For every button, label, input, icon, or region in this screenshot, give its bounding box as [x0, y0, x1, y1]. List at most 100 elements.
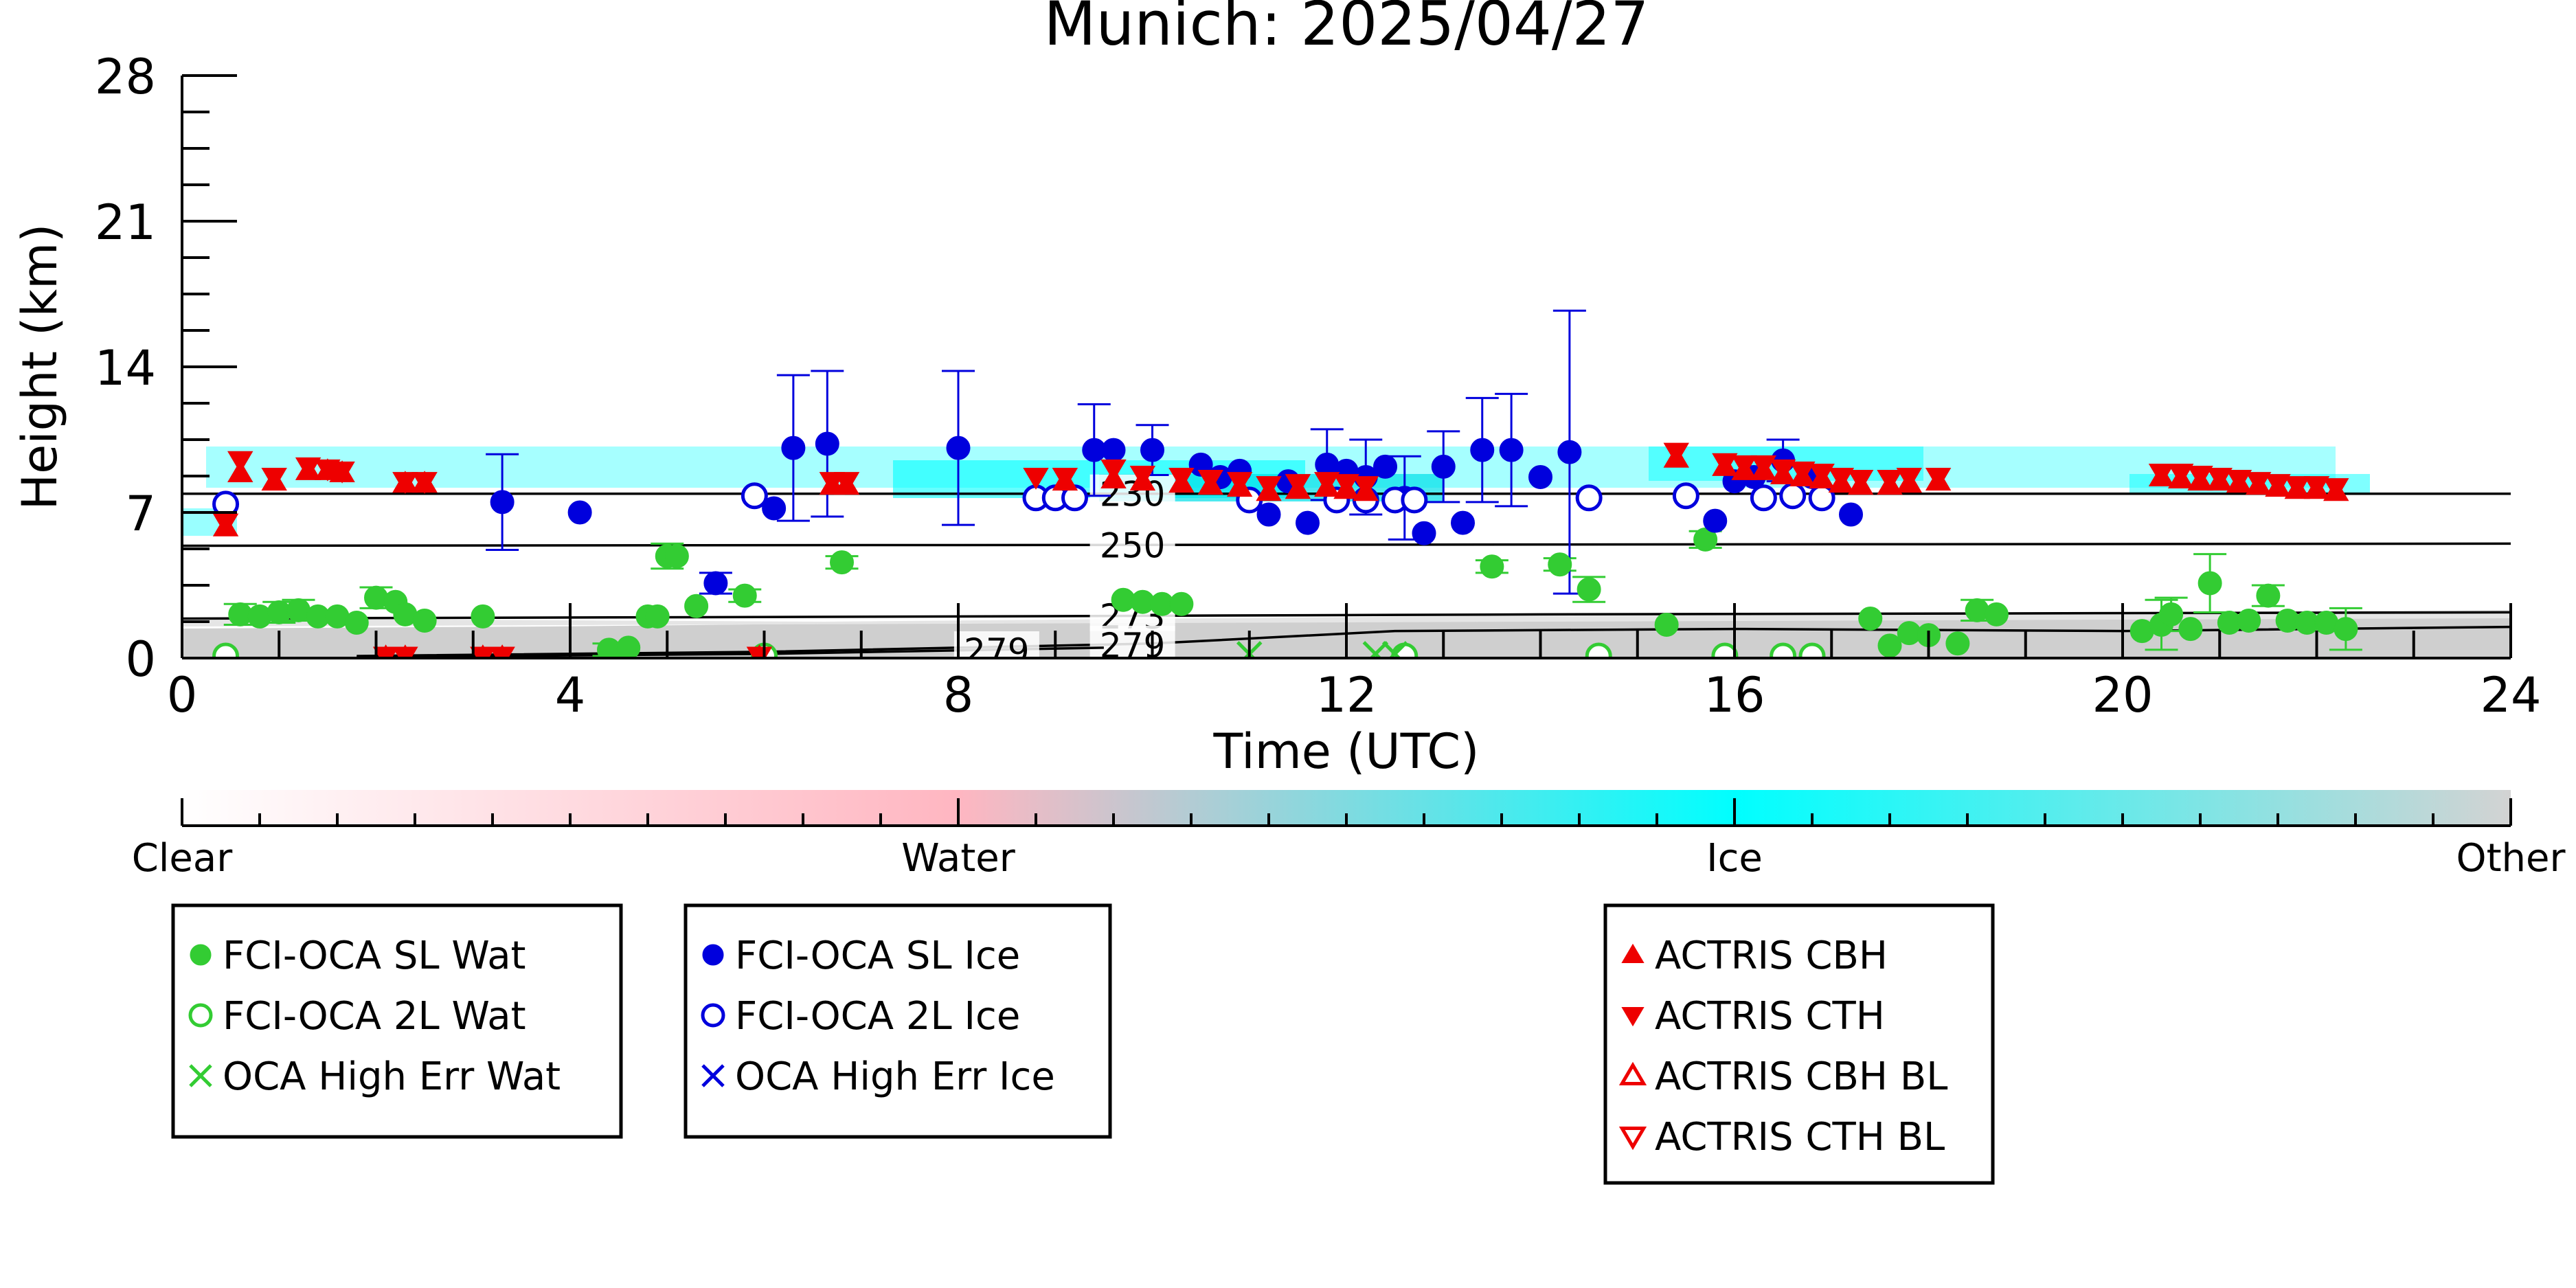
- fci-oca-sl-wat-point: [684, 594, 709, 618]
- legend-label: OCA High Err Wat: [223, 1054, 561, 1099]
- classification-colorbar: Clear Water Ice Other: [132, 790, 2566, 881]
- oca-high-err-wat-point: [1381, 641, 1408, 658]
- contour-label: 279: [964, 631, 1029, 671]
- fci-oca-sl-ice-point: [1412, 521, 1436, 545]
- fci-oca-sl-ice-point: [1470, 438, 1495, 462]
- legend-label: FCI-OCA 2L Wat: [223, 994, 526, 1039]
- fci-oca-sl-ice-point: [1703, 508, 1728, 533]
- actris-cth-point: [1285, 474, 1311, 496]
- legend-entry: OCA High Err Wat: [189, 1054, 561, 1099]
- actris-cth-point: [1256, 476, 1282, 498]
- actris-cth-point: [1129, 465, 1156, 488]
- actris-cth-point: [2168, 463, 2194, 486]
- fci-oca-2l-ice-point: [1808, 484, 1835, 512]
- legend-box: FCI-OCA SL Wat FCI-OCA 2L Wat OCA High Err…: [171, 903, 623, 1139]
- chart-title: Munich: 2025/04/27: [1044, 0, 1649, 59]
- oca-high-err-wat-point-stroke: [1388, 641, 1408, 658]
- fci-oca-2l-ice-point: [741, 482, 768, 510]
- legend-label: ACTRIS CBH: [1655, 934, 1888, 978]
- fci-oca-sl-ice-point: [1140, 438, 1164, 462]
- legend-label: FCI-OCA 2L Ice: [735, 994, 1020, 1039]
- actris-cth-point: [2265, 474, 2291, 496]
- x-ticks: 0 4 8 12 16 20 24: [167, 603, 2542, 723]
- fci-oca-sl-ice-point: [703, 571, 728, 596]
- actris-cth-point: [1828, 468, 1855, 490]
- fci-oca-2l-wat-point: [212, 642, 240, 658]
- actris-cth-point: [2284, 476, 2310, 498]
- x-tick-label: 4: [555, 667, 586, 723]
- fci-oca-sl-wat-point: [1984, 602, 2009, 626]
- contour-label: 250: [1100, 526, 1165, 565]
- fci-oca-2l-ice-point: [1779, 482, 1807, 510]
- fci-oca-sl-wat-point: [1654, 613, 1679, 637]
- legend-marker: [701, 1003, 725, 1028]
- actris-cth-point: [2206, 468, 2233, 490]
- actris-cth-point: [411, 472, 438, 494]
- fci-oca-sl-ice-point: [1256, 502, 1281, 527]
- actris-cth-point: [2323, 478, 2349, 500]
- legend-frame: [683, 903, 1112, 1139]
- legend-entry: FCI-OCA 2L Ice: [701, 994, 1020, 1039]
- actris-cth-point: [1226, 472, 1253, 494]
- actris-cth-point: [392, 472, 418, 494]
- actris-cth-point: [1353, 476, 1379, 498]
- fci-oca-sl-ice-point: [781, 436, 806, 460]
- fci-oca-sl-wat-point: [1945, 631, 1970, 656]
- fci-oca-sl-ice-point: [1557, 440, 1582, 464]
- legend-marker: [702, 944, 724, 966]
- contour-label-bg: [1089, 625, 1175, 658]
- legend-label: ACTRIS CTH BL: [1655, 1115, 1945, 1160]
- legend-marker: [1621, 943, 1645, 963]
- actris-cth-point: [2303, 476, 2330, 498]
- y-tick-label: 21: [95, 194, 156, 251]
- actris-cth-point: [1750, 455, 1777, 477]
- actris-cth-point: [227, 451, 253, 473]
- fci-oca-sl-wat-point: [412, 608, 437, 633]
- fci-oca-sl-ice-point: [1431, 454, 1456, 479]
- actris-cth-point: [2226, 470, 2252, 492]
- fci-oca-sl-ice-point: [946, 436, 971, 460]
- actris-cth-point: [1731, 455, 1757, 477]
- fci-oca-2l-ice-point: [1750, 484, 1777, 512]
- fci-oca-sl-ice-point: [567, 500, 592, 525]
- fci-oca-2l-ice-point: [1575, 484, 1603, 512]
- fci-oca-2l-ice-point: [1672, 482, 1699, 510]
- x-tick-label: 20: [2092, 667, 2153, 723]
- legend-entry: ACTRIS CTH BL: [1618, 1115, 1945, 1160]
- actris-cth-point: [2187, 465, 2213, 488]
- fci-oca-sl-wat-point: [645, 604, 670, 629]
- legends: FCI-OCA SL Wat FCI-OCA 2L Wat OCA High Err…: [171, 903, 1995, 1185]
- legend-label: FCI-OCA SL Wat: [223, 934, 526, 978]
- legend-frame: [1603, 903, 1995, 1185]
- fci-oca-2l-wat-point: [1711, 642, 1739, 658]
- fci-oca-sl-wat-point: [2159, 602, 2184, 626]
- fci-oca-sl-wat-point: [2334, 617, 2358, 642]
- temperature-contour-line: [182, 542, 2511, 547]
- x-axis-label: Time (UTC): [1213, 723, 1480, 780]
- colorbar-label: Ice: [1706, 836, 1763, 881]
- contour-label: 279: [1100, 626, 1165, 666]
- legend-marker-stroke: [189, 1064, 212, 1087]
- fci-oca-sl-ice-point: [815, 431, 839, 456]
- actris-cth-point: [295, 457, 321, 479]
- oca-high-err-wat-point: [1362, 641, 1389, 658]
- y-tick-label: 7: [125, 486, 156, 542]
- error-bars: [223, 309, 2362, 657]
- legend-marker: [189, 1064, 212, 1087]
- legend-label: OCA High Err Ice: [735, 1054, 1055, 1099]
- y-tick-label: 14: [95, 340, 156, 396]
- y-tick-label: 0: [125, 631, 156, 688]
- legend-entry: OCA High Err Ice: [701, 1054, 1055, 1099]
- contour-label-bg: [1089, 474, 1175, 509]
- fci-oca-sl-wat-point: [471, 604, 495, 629]
- legend-entry: ACTRIS CTH: [1621, 994, 1885, 1039]
- actris-cth-point: [833, 472, 860, 494]
- fci-oca-sl-wat-point: [1577, 577, 1601, 602]
- fci-oca-sl-ice-point: [1101, 438, 1126, 462]
- colorbar-ticks: [181, 798, 2512, 826]
- actris-cth-point: [2246, 472, 2272, 494]
- actris-cth-point: [1023, 468, 1049, 490]
- fci-oca-2l-wat-point: [1798, 642, 1826, 658]
- actris-cth-point: [1100, 459, 1127, 482]
- colorbar-label: Clear: [132, 836, 233, 881]
